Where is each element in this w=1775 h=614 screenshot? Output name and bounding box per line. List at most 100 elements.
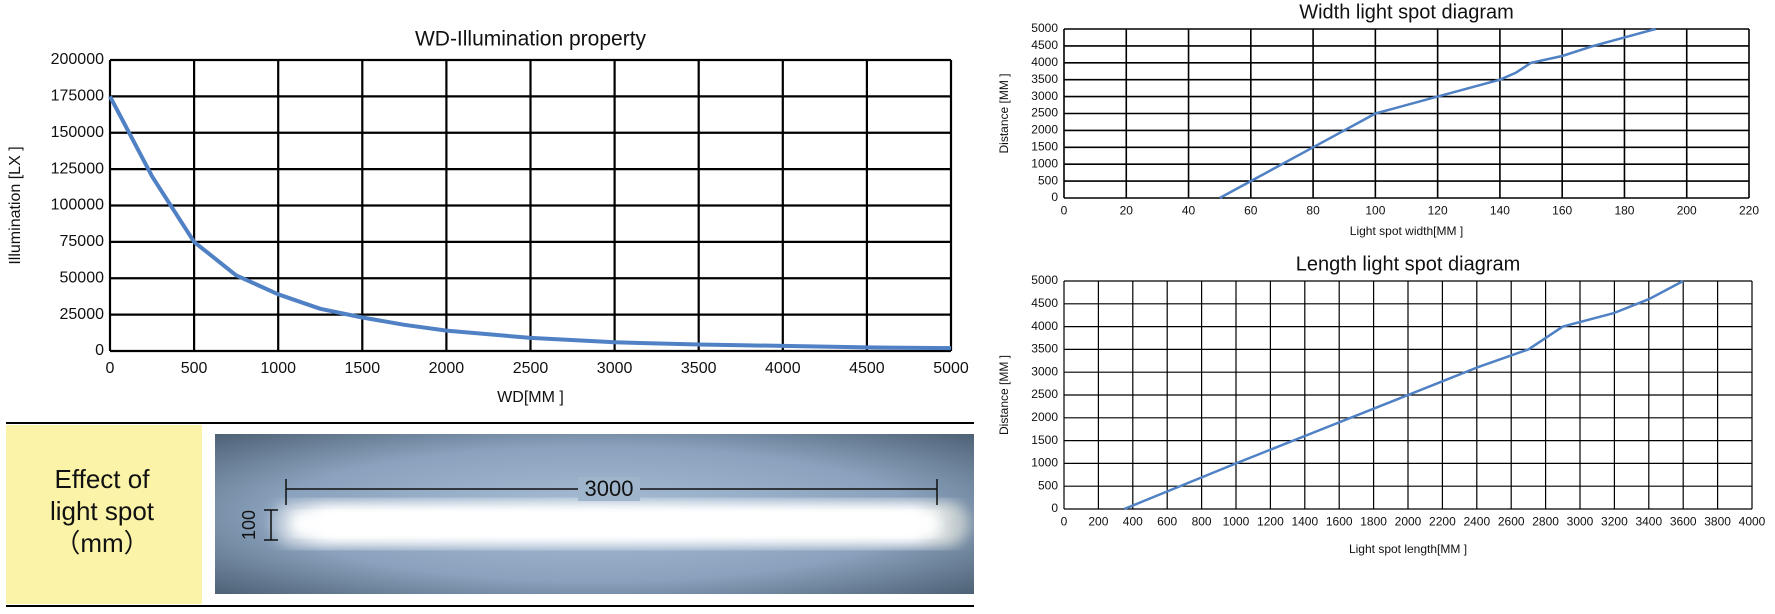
- caption-line: light spot: [50, 496, 155, 526]
- chart: Width light spot diagram Light spot width…: [997, 1, 1759, 238]
- y-tick-label: 200000: [51, 51, 104, 68]
- y-tick-label: 125000: [51, 160, 104, 177]
- x-tick-label: 0: [106, 360, 115, 377]
- y-tick-label: 50000: [60, 269, 105, 286]
- y-tick-label: 5000: [1031, 21, 1058, 35]
- x-tick-label: 2400: [1463, 514, 1490, 528]
- y-axis-label: Distance [MM ]: [997, 73, 1011, 153]
- y-tick-label: 4000: [1031, 319, 1058, 333]
- x-tick-label: 3000: [1567, 514, 1594, 528]
- x-tick-label: 200: [1088, 514, 1108, 528]
- y-tick-label: 2000: [1031, 410, 1058, 424]
- y-tick-label: 1000: [1031, 456, 1058, 470]
- x-tick-label: 500: [181, 360, 208, 377]
- x-tick-label: 60: [1244, 203, 1258, 217]
- y-tick-label: 3500: [1031, 72, 1058, 86]
- y-axis-label: Distance [MM ]: [997, 355, 1011, 435]
- x-tick-label: 600: [1157, 514, 1177, 528]
- y-tick-label: 0: [1051, 501, 1058, 515]
- caption-box: [6, 425, 202, 604]
- x-tick-label: 160: [1552, 203, 1572, 217]
- x-tick-label: 1400: [1291, 514, 1318, 528]
- x-tick-label: 2800: [1532, 514, 1559, 528]
- x-tick-label: 3400: [1635, 514, 1662, 528]
- y-tick-label: 5000: [1031, 273, 1058, 287]
- data-line: [108, 95, 952, 351]
- y-tick-label: 3000: [1031, 364, 1058, 378]
- width-label: 100: [239, 510, 259, 540]
- x-axis-label: WD[MM ]: [497, 389, 564, 406]
- y-tick-label: 1000: [1031, 156, 1058, 170]
- label-bg: [578, 477, 640, 501]
- y-tick-label: 4500: [1031, 38, 1058, 52]
- y-tick-label: 150000: [51, 124, 104, 141]
- y-tick-label: 3500: [1031, 342, 1058, 356]
- y-tick-label: 4500: [1031, 296, 1058, 310]
- y-tick-label: 25000: [60, 306, 105, 323]
- x-tick-label: 1000: [260, 360, 296, 377]
- y-tick-label: 500: [1038, 478, 1058, 492]
- x-tick-label: 0: [1061, 203, 1068, 217]
- x-tick-label: 80: [1306, 203, 1320, 217]
- x-tick-label: 400: [1123, 514, 1143, 528]
- x-tick-label: 20: [1120, 203, 1134, 217]
- y-tick-label: 2000: [1031, 123, 1058, 137]
- x-tick-label: 200: [1677, 203, 1697, 217]
- y-tick-label: 500: [1038, 173, 1058, 187]
- caption-line: （mm）: [54, 528, 149, 558]
- x-tick-label: 800: [1192, 514, 1212, 528]
- x-tick-label: 1800: [1360, 514, 1387, 528]
- x-tick-label: 180: [1614, 203, 1634, 217]
- x-tick-label: 3000: [597, 360, 633, 377]
- x-tick-label: 3200: [1601, 514, 1628, 528]
- x-tick-label: 4500: [849, 360, 885, 377]
- chart: Length light spot diagram Light spot leng…: [997, 253, 1765, 556]
- y-tick-label: 75000: [60, 233, 105, 250]
- light-spot-core: [290, 512, 940, 536]
- x-tick-label: 120: [1428, 203, 1448, 217]
- y-tick-label: 1500: [1031, 139, 1058, 153]
- x-tick-label: 2500: [513, 360, 549, 377]
- x-axis-label: Light spot width[MM ]: [1350, 224, 1463, 238]
- y-tick-label: 175000: [51, 88, 104, 105]
- x-tick-label: 40: [1182, 203, 1196, 217]
- x-tick-label: 1200: [1257, 514, 1284, 528]
- y-tick-label: 0: [95, 342, 104, 359]
- x-tick-label: 2000: [1395, 514, 1422, 528]
- y-tick-label: 1500: [1031, 433, 1058, 447]
- data-line: [1219, 27, 1656, 200]
- y-tick-label: 2500: [1031, 106, 1058, 120]
- x-tick-label: 4000: [765, 360, 801, 377]
- spot-panel: Effect of light spot （mm） 3000 100: [6, 422, 974, 607]
- y-tick-label: 100000: [51, 197, 104, 214]
- x-tick-label: 3600: [1670, 514, 1697, 528]
- x-tick-label: 5000: [933, 360, 969, 377]
- x-axis-label: Light spot length[MM ]: [1349, 542, 1467, 556]
- x-tick-label: 1000: [1223, 514, 1250, 528]
- x-tick-label: 2000: [429, 360, 465, 377]
- y-tick-label: 0: [1051, 190, 1058, 204]
- x-tick-label: 2200: [1429, 514, 1456, 528]
- length-label: 3000: [585, 476, 634, 501]
- chart-title: Width light spot diagram: [1299, 1, 1514, 23]
- chart-title: WD-Illumination property: [415, 28, 647, 51]
- chart-title: Length light spot diagram: [1296, 253, 1521, 275]
- y-tick-label: 2500: [1031, 387, 1058, 401]
- chart: WD-Illumination property WD[MM ] Illuminat…: [7, 28, 969, 407]
- x-tick-label: 1600: [1326, 514, 1353, 528]
- y-tick-label: 3000: [1031, 89, 1058, 103]
- caption-line: Effect of: [55, 464, 151, 494]
- x-tick-label: 100: [1365, 203, 1385, 217]
- x-tick-label: 0: [1061, 514, 1068, 528]
- y-axis-label: Illumination [LX ]: [7, 146, 24, 264]
- x-tick-label: 140: [1490, 203, 1510, 217]
- x-tick-label: 1500: [345, 360, 381, 377]
- x-tick-label: 3500: [681, 360, 717, 377]
- x-tick-label: 2600: [1498, 514, 1525, 528]
- data-line: [1123, 279, 1684, 511]
- x-tick-label: 220: [1739, 203, 1759, 217]
- x-tick-label: 4000: [1739, 514, 1766, 528]
- y-tick-label: 4000: [1031, 55, 1058, 69]
